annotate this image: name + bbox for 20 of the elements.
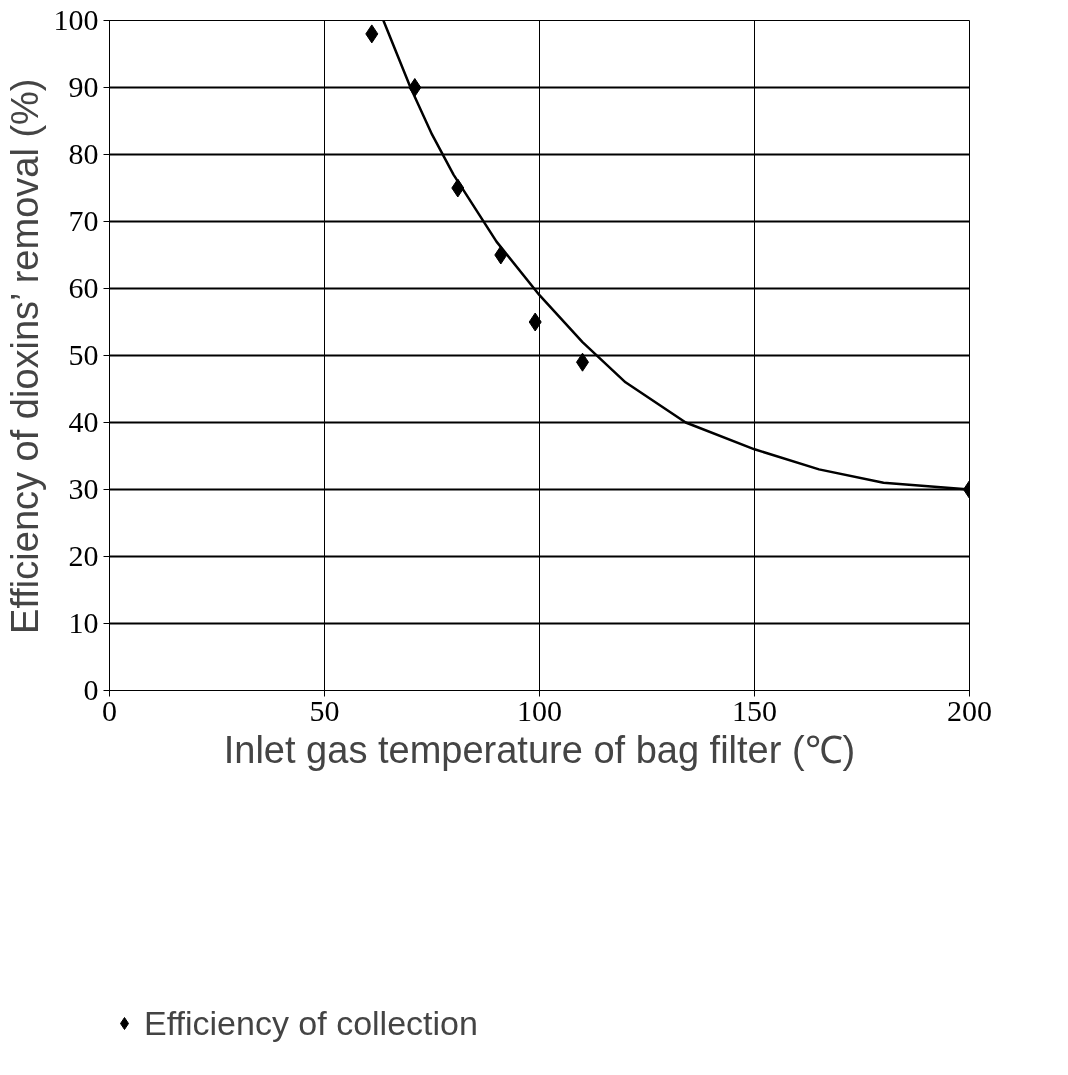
y-tick-label: 60 bbox=[68, 271, 99, 304]
y-tick-label: 30 bbox=[68, 472, 99, 505]
legend-label: Efficiency of collection bbox=[144, 1003, 478, 1043]
point bbox=[528, 312, 542, 332]
y-tick-label: 20 bbox=[68, 539, 99, 572]
x-tick-label: 50 bbox=[309, 693, 340, 727]
y-tick-label: 0 bbox=[83, 673, 99, 706]
y-tick-label: 70 bbox=[68, 204, 99, 237]
y-tick-label: 10 bbox=[68, 606, 99, 639]
y-tick-label: 40 bbox=[68, 405, 99, 438]
y-tick-label: 90 bbox=[68, 70, 99, 103]
y-tick-label: 100 bbox=[53, 3, 99, 36]
x-axis-title: Inlet gas temperature of bag filter (℃) bbox=[223, 728, 856, 771]
y-tick-label: 50 bbox=[68, 338, 99, 371]
x-tick-label: 100 bbox=[517, 693, 562, 727]
x-tick-label: 150 bbox=[732, 693, 777, 727]
point bbox=[365, 24, 379, 44]
y-tick-label: 80 bbox=[68, 137, 99, 170]
x-tick-label: 200 bbox=[947, 693, 992, 727]
y-axis-title: Efficiency of dioxins’ removal (%) bbox=[3, 78, 46, 634]
